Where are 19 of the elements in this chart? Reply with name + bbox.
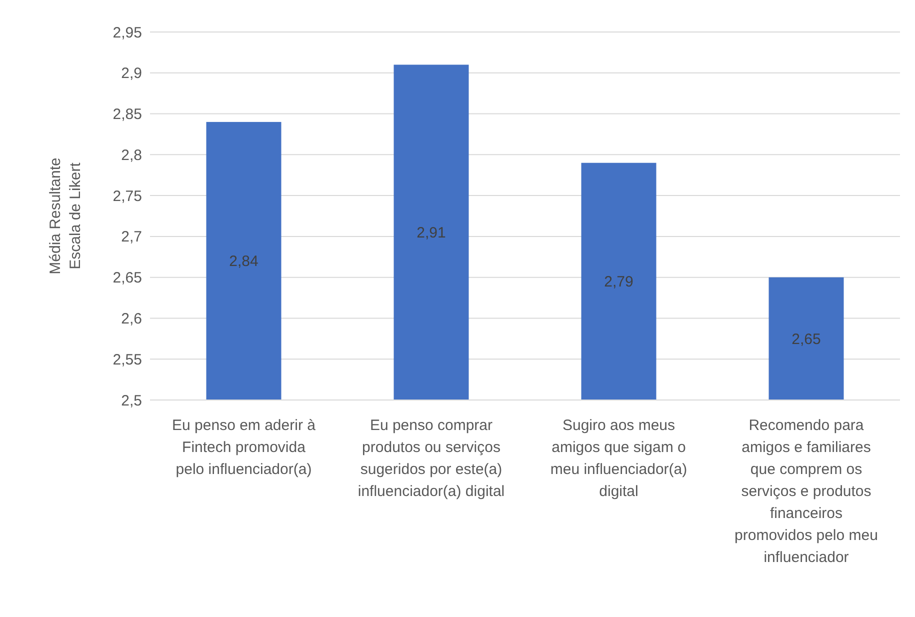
x-tick-label: Eu penso comprar produtos ou serviços sugeridos por este(a) influenciador(a) digital bbox=[358, 417, 505, 500]
data-label: 2,84 bbox=[229, 253, 258, 270]
y-tick-label: 2,7 bbox=[121, 228, 142, 246]
y-tick-label: 2,9 bbox=[121, 65, 142, 82]
data-label: 2,79 bbox=[604, 274, 634, 291]
data-label: 2,65 bbox=[792, 330, 821, 348]
x-tick-label: Sugiro aos meus amigos que sigam o meu influenciador(a) digital bbox=[550, 417, 688, 500]
y-tick-label: 2,6 bbox=[121, 310, 142, 328]
data-label: 2,91 bbox=[416, 224, 446, 242]
y-tick-label: 2,5 bbox=[121, 392, 142, 410]
y-tick-label: 2,55 bbox=[112, 351, 142, 368]
y-tick-label: 2,95 bbox=[112, 24, 142, 42]
x-tick-label: Eu penso em aderir à Fintech promovida pelo influenciador(a) bbox=[172, 417, 316, 478]
y-tick-label: 2,85 bbox=[112, 106, 142, 124]
x-tick-label: Recomendo para amigos e familiares que comprem os serviços e produtos financeiros promovidos pelo meu influenciador bbox=[734, 417, 878, 566]
y-tick-label: 2,75 bbox=[112, 188, 142, 205]
y-tick-label: 2,8 bbox=[121, 146, 142, 164]
y-tick-label: 2,65 bbox=[112, 270, 142, 287]
y-axis-title: Média Resultante Escala de Likert bbox=[47, 158, 84, 274]
